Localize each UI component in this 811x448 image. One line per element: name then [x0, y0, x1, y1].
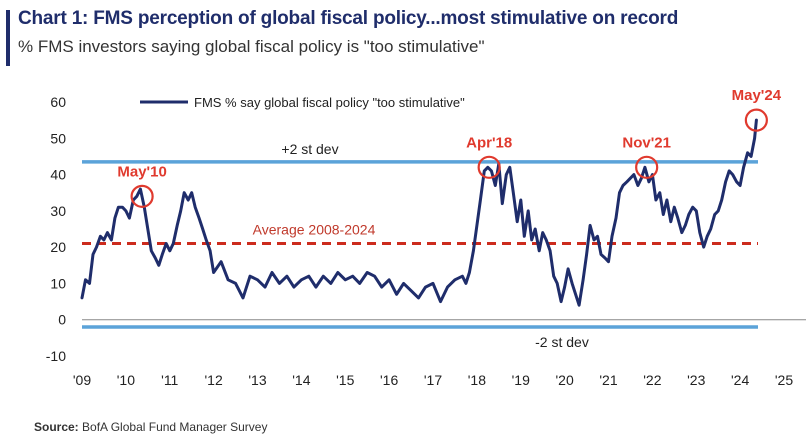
callout-circle: [477, 155, 501, 179]
callout-circle: [744, 108, 768, 132]
x-tick-label: '14: [292, 372, 310, 388]
y-tick-label: 50: [50, 130, 66, 146]
x-tick-label: '19: [512, 372, 530, 388]
y-tick-label: 30: [50, 203, 66, 219]
callout-label: May'10: [117, 163, 166, 180]
x-tick-label: '23: [687, 372, 705, 388]
x-tick-label: '15: [336, 372, 354, 388]
x-tick-label: '18: [468, 372, 486, 388]
x-tick-label: '17: [424, 372, 442, 388]
title-accent-bar: [6, 10, 10, 66]
y-tick-label: 40: [50, 167, 66, 183]
x-tick-label: '22: [643, 372, 661, 388]
chart-title: Chart 1: FMS perception of global fiscal…: [18, 8, 679, 29]
callout-label: Nov'21: [622, 134, 671, 151]
y-tick-label: -10: [46, 348, 66, 364]
x-tick-label: '20: [556, 372, 574, 388]
x-tick-label: '24: [731, 372, 749, 388]
x-tick-label: '21: [599, 372, 617, 388]
y-tick-label: 10: [50, 275, 66, 291]
x-tick-label: '10: [117, 372, 135, 388]
average-label: Average 2008-2024: [253, 222, 376, 238]
callout-label: Apr'18: [466, 134, 512, 151]
minus-2-stdev-label: -2 st dev: [535, 334, 589, 350]
series-line: [80, 118, 758, 307]
x-tick-label: '16: [380, 372, 398, 388]
x-tick-label: '11: [161, 372, 178, 388]
callout-circle: [635, 155, 659, 179]
callout-circle: [130, 184, 154, 208]
x-tick-label: '13: [248, 372, 266, 388]
y-tick-label: 20: [50, 239, 66, 255]
x-tick-label: '12: [205, 372, 223, 388]
legend-label: FMS % say global fiscal policy "too stim…: [194, 95, 465, 110]
source-label: Source:: [34, 420, 79, 434]
x-tick-label: '25: [775, 372, 793, 388]
plus-2-stdev-label: +2 st dev: [281, 141, 338, 157]
y-tick-label: 60: [50, 94, 66, 110]
source-note: Source: BofA Global Fund Manager Survey: [34, 420, 267, 434]
chart-subtitle: % FMS investors saying global fiscal pol…: [18, 37, 485, 56]
x-tick-label: '09: [73, 372, 91, 388]
y-tick-label: 0: [58, 312, 66, 328]
callout-label: May'24: [732, 87, 782, 104]
source-text: BofA Global Fund Manager Survey: [82, 420, 268, 434]
